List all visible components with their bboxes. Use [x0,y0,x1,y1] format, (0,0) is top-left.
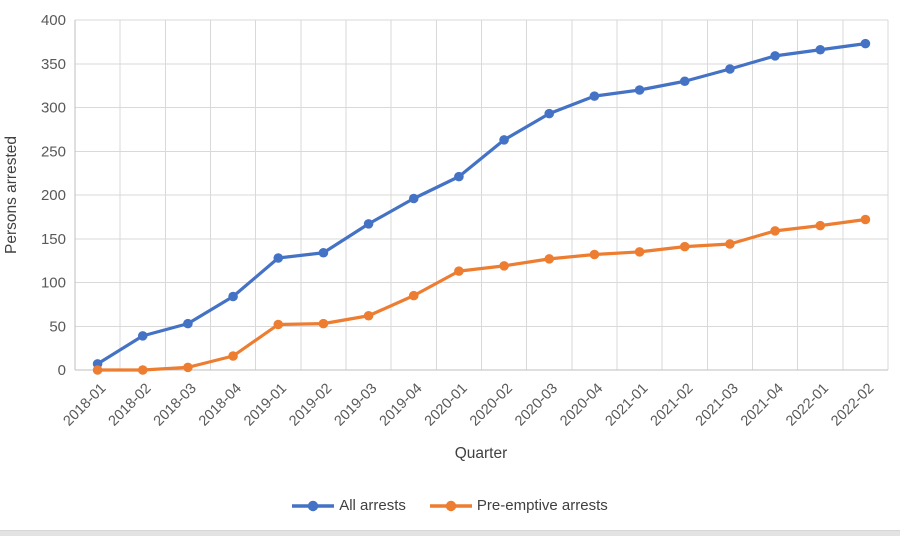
data-point-all-arrests-2020-03 [544,108,555,119]
y-tick-label: 0 [58,362,66,379]
x-tick-labels: 2018-012018-022018-032018-042019-012019-… [60,381,877,430]
data-point-all-arrests-2020-02 [499,135,509,145]
x-tick-label: 2018-03 [151,381,200,430]
x-tick-label: 2020-03 [512,381,561,430]
x-tick-label: 2018-02 [106,381,155,430]
data-point-pre-emptive-arrests-2022-02 [860,214,871,225]
x-tick-label: 2021-01 [602,381,651,430]
data-point-pre-emptive-arrests-2018-03 [183,362,193,373]
y-tick-label: 100 [41,275,66,292]
data-point-pre-emptive-arrests-2019-04 [408,290,419,301]
x-axis-title: Quarter [455,445,508,462]
data-point-pre-emptive-arrests-2020-03 [544,254,555,264]
x-tick-label: 2020-01 [422,381,471,430]
x-tick-label: 2018-04 [196,381,245,430]
data-point-pre-emptive-arrests-2021-03 [725,239,735,249]
data-point-all-arrests-2020-01 [454,171,464,182]
x-tick-label: 2019-03 [331,381,380,430]
data-point-all-arrests-2021-01 [634,85,645,95]
y-tick-label: 300 [41,100,66,117]
legend-label-pre-emptive-arrests: Pre-emptive arrests [476,497,608,514]
data-point-all-arrests-2021-04 [770,51,780,61]
legend-item-all-arrests: All arrests [292,497,406,514]
data-point-all-arrests-2022-02 [860,38,871,49]
data-point-all-arrests-2020-04 [589,91,600,101]
series-line-pre-emptive-arrests [95,217,868,372]
data-point-pre-emptive-arrests-2019-02 [318,318,329,329]
data-point-all-arrests-2019-01 [273,253,284,263]
x-tick-label: 2020-04 [557,381,606,430]
series-all-arrests [92,38,871,369]
data-point-pre-emptive-arrests-2019-03 [363,310,374,321]
legend-item-pre-emptive-arrests: Pre-emptive arrests [429,497,608,514]
y-tick-label: 50 [49,318,66,335]
x-tick-label: 2019-04 [377,381,426,430]
data-point-all-arrests-2022-01 [815,44,826,55]
x-tick-label: 2019-02 [286,381,335,430]
vertical-gridlines [74,20,889,370]
legend-marker-all-arrests [292,500,335,511]
data-point-pre-emptive-arrests-2021-04 [770,226,780,236]
legend-label-all-arrests: All arrests [339,497,406,514]
data-point-all-arrests-2019-03 [363,219,374,229]
x-tick-label: 2022-02 [828,381,877,430]
data-point-pre-emptive-arrests-2018-02 [137,365,148,375]
data-point-all-arrests-2021-02 [679,76,690,87]
data-point-pre-emptive-arrests-2020-02 [499,261,509,271]
x-tick-label: 2021-04 [738,381,787,430]
x-tick-label: 2019-01 [241,381,290,430]
data-point-all-arrests-2018-04 [228,291,238,302]
y-tick-label: 400 [41,12,66,29]
data-point-pre-emptive-arrests-2020-04 [589,249,600,260]
x-tick-label: 2021-02 [648,381,697,430]
series-pre-emptive-arrests [92,214,871,375]
data-point-pre-emptive-arrests-2018-01 [92,365,103,375]
data-point-all-arrests-2019-02 [318,247,329,258]
x-tick-label: 2022-01 [783,381,832,430]
x-tick-label: 2018-01 [60,381,109,430]
series-line-all-arrests [95,42,868,366]
data-series-layer [92,38,871,375]
x-tick-label: 2021-03 [693,381,742,430]
y-tick-label: 200 [41,187,66,204]
chart-legend: All arrests Pre-emptive arrests [0,497,900,514]
y-tick-label: 250 [41,143,66,160]
y-tick-labels: 0 50 100 150 200 250 300 350 400 [41,12,66,379]
legend-marker-pre-emptive-arrests [429,500,472,511]
y-axis-title: Persons arrested [3,136,20,254]
data-point-pre-emptive-arrests-2018-04 [228,351,238,361]
data-point-pre-emptive-arrests-2022-01 [815,220,826,231]
data-point-pre-emptive-arrests-2019-01 [273,319,284,330]
data-point-all-arrests-2019-04 [408,193,419,204]
x-tick-label: 2020-02 [467,381,516,430]
data-point-all-arrests-2021-03 [725,64,735,74]
data-point-pre-emptive-arrests-2021-01 [634,247,645,257]
y-tick-label: 150 [41,231,66,248]
data-point-all-arrests-2018-03 [183,318,193,329]
y-tick-label: 350 [41,56,66,73]
page-divider [0,530,900,536]
data-point-all-arrests-2018-02 [137,331,148,341]
data-point-pre-emptive-arrests-2020-01 [454,266,464,276]
data-point-pre-emptive-arrests-2021-02 [679,241,690,252]
axis-lines [74,20,888,371]
